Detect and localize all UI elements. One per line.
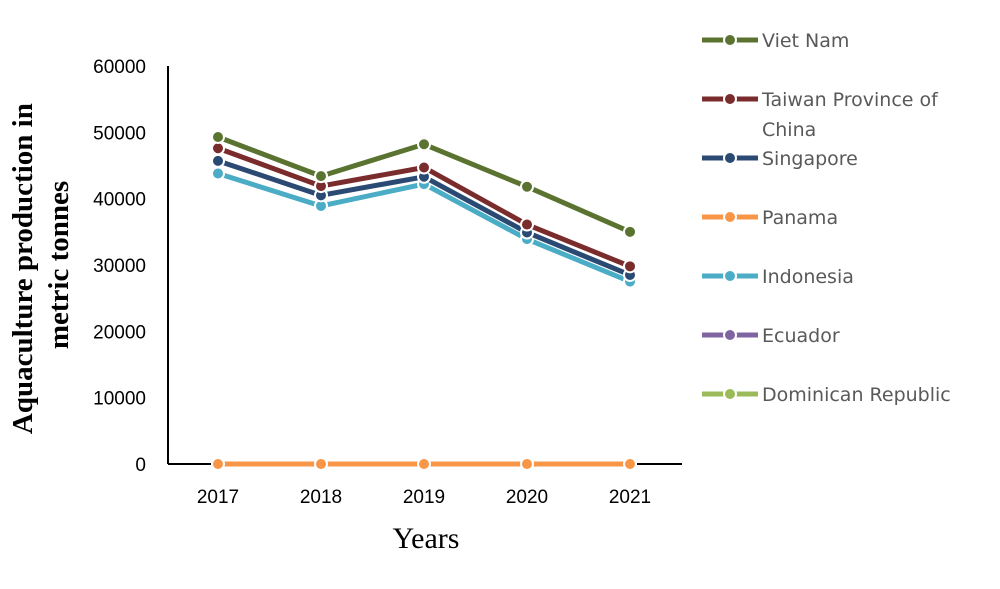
x-tick-label: 2021 (609, 487, 651, 508)
legend-label: Dominican Republic (762, 384, 951, 406)
legend-label: Indonesia (762, 266, 854, 288)
x-tick-label: 2019 (403, 487, 445, 508)
legend-label: Taiwan Province of (761, 89, 939, 111)
data-point (520, 217, 534, 232)
x-tick-label: 2017 (197, 487, 239, 508)
y-tick-label: 20000 (93, 322, 146, 343)
data-point (417, 160, 431, 175)
legend-item: Indonesia (702, 266, 854, 288)
y-tick-label: 50000 (93, 123, 146, 144)
axes: 0 10000 20000 30000 40000 50000 60000 2017 2018 2… (93, 57, 682, 508)
data-point (211, 153, 225, 168)
x-tick-label: 2018 (300, 487, 342, 508)
legend-label: Viet Nam (762, 30, 849, 52)
legend-swatch-marker (723, 269, 737, 283)
legend-swatch-marker (723, 92, 737, 106)
data-point (623, 457, 637, 471)
data-point (417, 137, 431, 152)
y-tick-label: 60000 (93, 57, 146, 78)
legend-item: Dominican Republic (702, 384, 951, 406)
data-point (211, 166, 225, 181)
legend-item: Ecuador (702, 325, 840, 347)
data-point (623, 259, 637, 274)
legend-swatch-marker (723, 33, 737, 47)
series-4 (211, 166, 637, 289)
data-point (623, 224, 637, 239)
legend-label: Panama (762, 207, 838, 229)
data-point (211, 129, 225, 144)
legend-item: Viet Nam (702, 30, 849, 52)
legend-item: Taiwan Province of China (702, 89, 939, 141)
data-point (211, 457, 225, 471)
legend: Viet Nam Taiwan Province of China Singapore… (702, 30, 951, 406)
legend-label: Singapore (762, 148, 858, 170)
series-3 (211, 457, 637, 471)
legend-item: Panama (702, 207, 838, 229)
y-tick-label: 40000 (93, 190, 146, 211)
x-tick-label: 2020 (506, 487, 548, 508)
y-tick-label: 0 (135, 455, 146, 476)
legend-swatch-marker (723, 151, 737, 165)
data-point (520, 179, 534, 194)
legend-label: China (762, 119, 816, 141)
data-point (211, 141, 225, 156)
legend-swatch-marker (723, 328, 737, 342)
y-axis-title-line-1: Aquaculture production in (7, 103, 39, 434)
legend-label: Ecuador (762, 325, 840, 347)
data-point (314, 457, 328, 471)
x-axis-title: Years (393, 522, 460, 555)
series-layer (211, 129, 637, 471)
y-axis-title: Aquaculture production in metric tonnes (7, 96, 75, 434)
y-tick-label: 30000 (93, 256, 146, 277)
legend-swatch-marker (723, 210, 737, 224)
y-tick-label: 10000 (93, 389, 146, 410)
data-point (314, 169, 328, 184)
data-point (417, 457, 431, 471)
legend-item: Singapore (702, 148, 858, 170)
data-point (520, 457, 534, 471)
series-0 (211, 129, 637, 239)
y-axis-title-line-2: metric tonnes (43, 181, 75, 349)
legend-swatch-marker (723, 387, 737, 401)
